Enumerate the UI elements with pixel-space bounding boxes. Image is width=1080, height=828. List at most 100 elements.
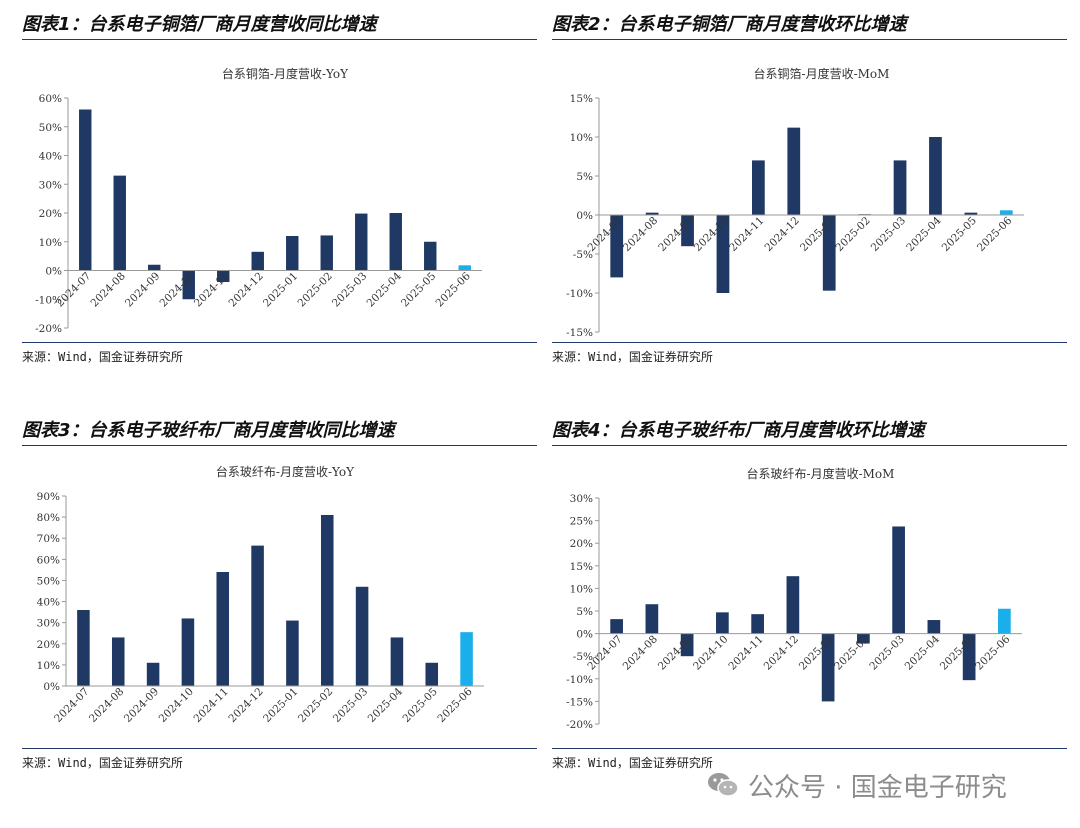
bar-2025-01 <box>821 633 835 702</box>
bar-2024-08 <box>645 212 659 215</box>
y-tick-label: -10% <box>35 294 62 306</box>
figure-3-bottom-rule <box>22 748 537 749</box>
x-tick-label: 2024-12 <box>763 215 802 254</box>
bar-2025-03 <box>893 160 907 215</box>
x-tick-label: 2024-12 <box>762 633 801 672</box>
bar-2024-08 <box>645 604 659 634</box>
x-tick-label: 2024-11 <box>192 270 231 309</box>
x-tick-label: 2024-10 <box>157 686 196 725</box>
bar-2025-04 <box>929 137 942 215</box>
y-tick-label: 15% <box>570 93 593 105</box>
y-tick-label: 40% <box>37 597 60 609</box>
bar-2024-07 <box>610 215 624 278</box>
bar-2025-03 <box>355 586 369 686</box>
y-tick-label: 25% <box>570 516 593 528</box>
figure-3-title: 图表3：台系电子玻纤布厂商月度营收同比增速 <box>22 420 395 441</box>
x-tick-label: 2025-02 <box>296 686 335 725</box>
bar-2024-10 <box>181 618 195 686</box>
x-tick-label: 2025-05 <box>401 686 440 725</box>
bar-2025-05 <box>424 241 437 271</box>
bar-2024-09 <box>148 264 161 271</box>
y-tick-label: 0% <box>43 681 60 693</box>
x-tick-label: 2025-04 <box>903 633 943 673</box>
bar-2024-10 <box>182 270 195 300</box>
bar-2024-09 <box>146 662 160 686</box>
x-tick-label: 2024-12 <box>226 686 265 725</box>
x-tick-label: 2025-03 <box>331 686 370 725</box>
x-tick-label: 2024-08 <box>621 633 660 672</box>
y-tick-label: 60% <box>39 93 62 105</box>
y-tick-label: 10% <box>570 583 593 595</box>
figure-2-source: 来源：Wind，国金证券研究所 <box>552 350 713 364</box>
bar-2024-11 <box>751 614 764 634</box>
y-tick-label: 20% <box>39 208 62 220</box>
bar-2024-12 <box>251 545 264 686</box>
y-tick-label: 30% <box>39 179 62 191</box>
figure-1-title: 图表1：台系电子铜箔厂商月度营收同比增速 <box>22 14 377 35</box>
chart-title: 台系玻纤布-月度营收-YoY <box>216 464 355 479</box>
y-tick-label: 10% <box>39 237 62 249</box>
chart-title: 台系铜箔-月度营收-MoM <box>754 66 890 81</box>
x-tick-label: 2025-02 <box>296 270 335 309</box>
y-tick-label: 0% <box>576 629 593 641</box>
y-tick-label: 60% <box>37 554 60 566</box>
x-tick-label: 2025-04 <box>904 214 944 254</box>
bar-2024-11 <box>752 160 765 215</box>
bar-2025-04 <box>927 620 941 634</box>
x-tick-label: 2024-11 <box>192 686 231 725</box>
y-tick-label: -5% <box>573 651 593 663</box>
x-tick-label: 2024-11 <box>727 215 766 254</box>
figure-4-top-rule <box>552 445 1067 446</box>
bar-2025-06 <box>460 632 473 686</box>
x-tick-label: 2024-08 <box>89 270 128 309</box>
figure-2-bottom-rule <box>552 342 1067 343</box>
bar-2025-01 <box>286 236 299 271</box>
bar-2025-06 <box>998 608 1011 634</box>
chart-2: 台系铜箔-月度营收-MoM -15% -10% -5% 0% 5% 10% 15% 2024-0… <box>566 66 1024 339</box>
bar-2024-12 <box>787 127 801 215</box>
bar-2025-06 <box>458 265 471 271</box>
x-tick-label: 2024-08 <box>87 686 126 725</box>
y-tick-label: -10% <box>566 288 593 300</box>
bar-2025-02 <box>320 235 333 271</box>
y-tick-label: 30% <box>37 618 60 630</box>
chart-3: 台系玻纤布-月度营收-YoY 0% 10% 20% 30% 40% 50% 60% 70% 80%… <box>37 464 484 725</box>
figure-1-source: 来源：Wind，国金证券研究所 <box>22 350 183 364</box>
bar-2024-12 <box>251 251 264 271</box>
y-tick-label: 20% <box>570 538 593 550</box>
x-tick-label: 2025-06 <box>435 685 475 725</box>
y-tick-label: 5% <box>576 171 593 183</box>
figure-4-bottom-rule <box>552 748 1067 749</box>
x-tick-label: 2025-02 <box>833 215 872 254</box>
bar-2025-05 <box>962 633 976 681</box>
figure-4-source: 来源：Wind，国金证券研究所 <box>552 756 713 770</box>
y-tick-label: 50% <box>37 575 60 587</box>
x-tick-label: 2024-09 <box>122 686 161 725</box>
figure-2-top-rule <box>552 39 1067 40</box>
figure-1-top-rule <box>22 39 537 40</box>
x-tick-label: 2025-01 <box>261 270 300 309</box>
chart-title: 台系玻纤布-月度营收-MoM <box>747 466 895 481</box>
bar-2024-10 <box>716 215 730 293</box>
bar-2024-07 <box>610 619 623 634</box>
bar-2025-02 <box>320 515 334 686</box>
bar-2025-03 <box>892 526 905 634</box>
x-tick-label: 2025-01 <box>261 686 300 725</box>
x-tick-label: 2024-10 <box>691 633 730 672</box>
y-tick-label: -15% <box>566 696 593 708</box>
x-tick-label: 2024-08 <box>621 215 660 254</box>
y-tick-label: 20% <box>37 639 60 651</box>
bar-2025-06 <box>999 210 1013 215</box>
bar-2024-08 <box>111 637 125 686</box>
x-tick-label: 2025-03 <box>867 633 906 672</box>
chart-4: 台系玻纤布-月度营收-MoM -20% -15% -10% -5% 0% 5% 10% 15% 2… <box>566 466 1022 731</box>
bar-2024-08 <box>113 175 126 271</box>
figure-4-title: 图表4：台系电子玻纤布厂商月度营收环比增速 <box>552 420 925 441</box>
chart-1: 台系铜箔-月度营收-YoY -20% -10% 0% 10% 20% 30% 40% 50% 60… <box>35 66 482 335</box>
bar-2025-04 <box>389 213 402 271</box>
y-tick-label: 90% <box>37 491 60 503</box>
x-tick-label: 2025-02 <box>832 633 871 672</box>
bar-2025-04 <box>390 637 404 686</box>
bar-2025-02 <box>857 633 870 644</box>
y-tick-label: 40% <box>39 151 62 163</box>
